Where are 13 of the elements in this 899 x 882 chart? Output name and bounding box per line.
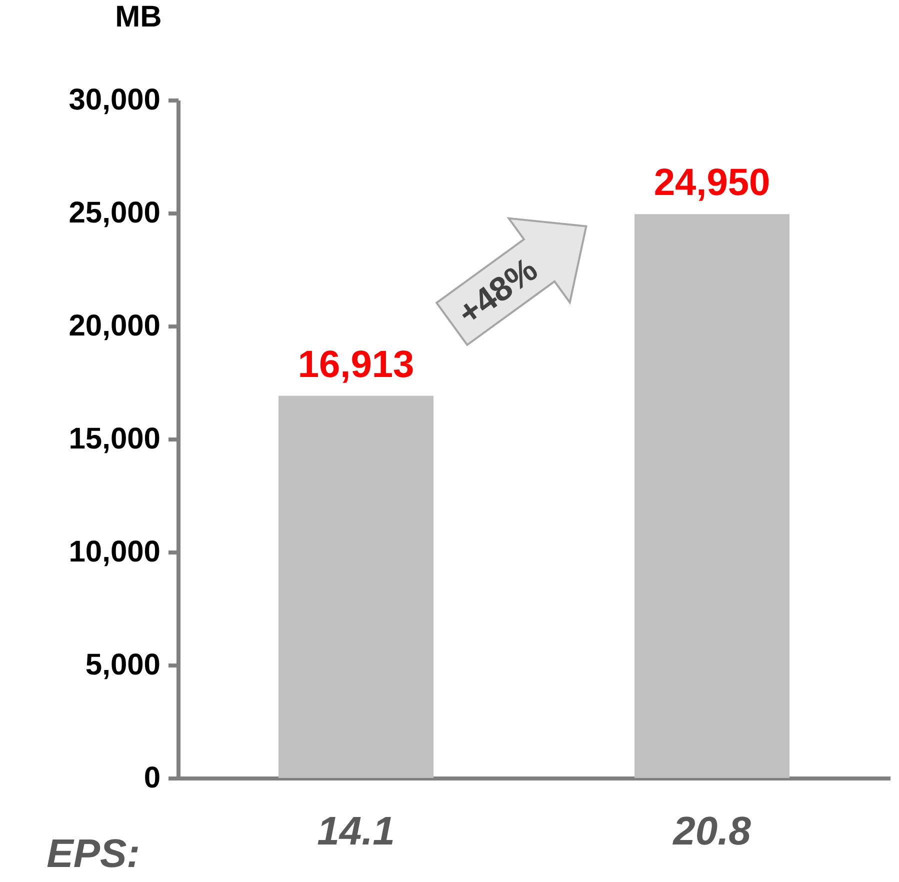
y-tick-label: 30,000 bbox=[68, 84, 160, 116]
y-tick-label: 15,000 bbox=[68, 422, 160, 456]
x-tick-label: 14.1 bbox=[317, 810, 395, 854]
y-tick-label: 0 bbox=[144, 762, 160, 794]
data-label: 24,950 bbox=[654, 162, 770, 204]
x-tick-label: 20.8 bbox=[672, 810, 752, 854]
y-tick-label: 20,000 bbox=[68, 310, 160, 342]
y-tick-label: 10,000 bbox=[68, 536, 160, 568]
text: EPS: bbox=[46, 832, 140, 876]
data-label: 16,913 bbox=[298, 344, 414, 386]
y-tick-label: 25,000 bbox=[68, 196, 160, 230]
y-axis-title: MB bbox=[115, 0, 162, 34]
y-tick-label: 5,000 bbox=[85, 648, 160, 682]
